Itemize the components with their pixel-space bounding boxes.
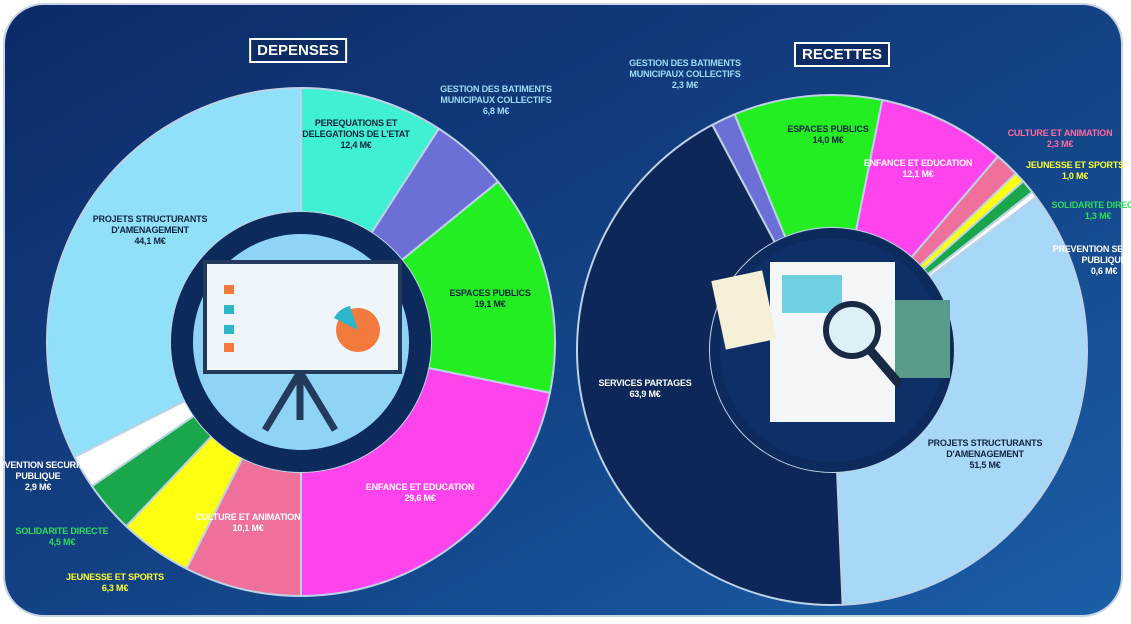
value-label: 51,5 M€ (969, 460, 1001, 470)
slices (46, 86, 1088, 606)
value-label: 12,1 M€ (902, 169, 934, 179)
slice-label: JEUNESSE ET SPORTS 1,0 M€ (1015, 160, 1131, 182)
icon (334, 306, 358, 330)
value-label: 44,1 M€ (134, 236, 166, 246)
slice-label: CULTURE ET ANIMATION 10,1 M€ (188, 512, 308, 534)
category-name: PROJETS STRUCTURANTS D'AMENAGEMENT (92, 214, 208, 235)
value-label: 2,3 M€ (1046, 139, 1074, 149)
slice-label: JEUNESSE ET SPORTS 6,3 M€ (55, 572, 175, 594)
value-label: 6,8 M€ (482, 106, 510, 116)
icon (224, 285, 234, 294)
value-label: 2,9 M€ (24, 482, 52, 492)
category-name: PEREQUATIONS ET DELEGATIONS DE L'ETAT (302, 118, 410, 139)
category-name: CULTURE ET ANIMATION (195, 512, 301, 522)
value-label: 14,0 M€ (812, 135, 844, 145)
slice-label: ESPACES PUBLICS 19,1 M€ (430, 288, 550, 310)
value-label: 1,0 M€ (1061, 171, 1089, 181)
category-name: ESPACES PUBLICS (449, 288, 531, 298)
slice-label: GESTION DES BATIMENTS MUNICIPAUX COLLECT… (625, 58, 745, 91)
icon (782, 275, 842, 313)
icon (224, 325, 234, 334)
value-label: 1,3 M€ (1084, 211, 1112, 221)
slice-label: PROJETS STRUCTURANTS D'AMENAGEMENT 51,5 M… (925, 438, 1045, 471)
value-label: 2,3 M€ (671, 80, 699, 90)
icon (711, 270, 777, 350)
slice-label: CULTURE ET ANIMATION 2,3 M€ (1000, 128, 1120, 150)
category-name: SERVICES PARTAGES (598, 378, 692, 388)
icon (895, 300, 950, 378)
value-label: 4,5 M€ (48, 537, 76, 547)
icon (866, 347, 904, 388)
category-name: JEUNESSE ET SPORTS (66, 572, 164, 582)
category-name: GESTION DES BATIMENTS MUNICIPAUX COLLECT… (440, 84, 552, 105)
category-name: PREVENTION SECURITE PUBLIQUE (0, 460, 90, 481)
slice-label: SOLIDARITE DIRECTE1,3 M€ (1038, 200, 1131, 222)
value-label: 12,4 M€ (340, 140, 372, 150)
slice-label: ENFANCE ET EDUCATION 12,1 M€ (858, 158, 978, 180)
chart-title: RECETTES (793, 42, 891, 67)
slice-label: GESTION DES BATIMENTS MUNICIPAUX COLLECT… (436, 84, 556, 117)
category-name: GESTION DES BATIMENTS MUNICIPAUX COLLECT… (629, 58, 741, 79)
slice-label: SERVICES PARTAGES 63,9 M€ (585, 378, 705, 400)
category-name: PREVENTION SECURITE PUBLIQUE (1052, 244, 1131, 265)
value-label: 10,1 M€ (232, 523, 264, 533)
category-name: ESPACES PUBLICS (787, 124, 869, 134)
icon (224, 343, 234, 352)
slice-label: ENFANCE ET EDUCATION 29,6 M€ (360, 482, 480, 504)
category-name: ENFANCE ET EDUCATION (863, 158, 973, 168)
icon (224, 305, 234, 314)
slice-label: PROJETS STRUCTURANTS D'AMENAGEMENT 44,1 M… (90, 214, 210, 247)
category-name: PROJETS STRUCTURANTS D'AMENAGEMENT (927, 438, 1043, 459)
value-label: 19,1 M€ (474, 299, 506, 309)
slice-label: SOLIDARITE DIRECTE 4,5 M€ (2, 526, 122, 548)
value-label: 63,9 M€ (629, 389, 661, 399)
slice-label: ESPACES PUBLICS 14,0 M€ (768, 124, 888, 146)
slice-label: PEREQUATIONS ET DELEGATIONS DE L'ETAT 12,… (296, 118, 416, 151)
icon (823, 301, 881, 359)
chart-title: DEPENSES (249, 38, 347, 63)
category-name: CULTURE ET ANIMATION (1007, 128, 1113, 138)
category-name: SOLIDARITE DIRECTE (1051, 200, 1131, 210)
value-label: 0,6 M€ (1090, 266, 1118, 276)
icon (262, 370, 338, 432)
value-label: 6,3 M€ (101, 583, 129, 593)
category-name: JEUNESSE ET SPORTS (1026, 160, 1124, 170)
category-name: SOLIDARITE DIRECTE (15, 526, 109, 536)
category-name: ENFANCE ET EDUCATION (365, 482, 475, 492)
value-label: 29,6 M€ (404, 493, 436, 503)
